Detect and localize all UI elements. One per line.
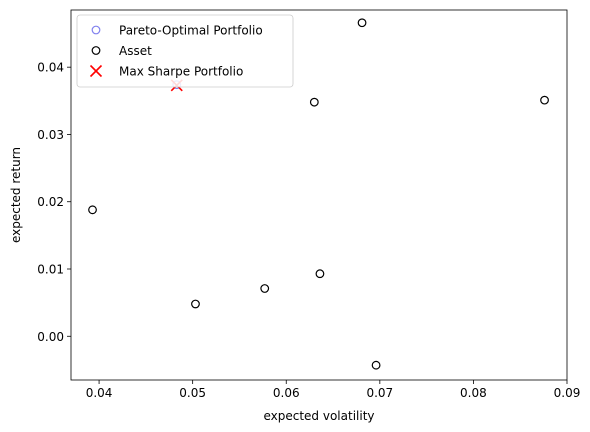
legend-marker-max-sharpe-portfolio — [89, 64, 103, 78]
asset-point — [357, 18, 367, 28]
y-tick-label: 0.04 — [37, 61, 64, 75]
x-tick-label: 0.04 — [86, 386, 113, 400]
asset-point — [88, 205, 97, 215]
legend-label-pareto-optimal-portfolio: Pareto-Optimal Portfolio — [119, 24, 263, 38]
plot-area — [70, 9, 568, 381]
legend-marker-asset — [91, 46, 101, 55]
x-tick-label: 0.08 — [460, 386, 487, 400]
y-axis-label: expected return — [9, 147, 23, 243]
x-tick-label: 0.09 — [554, 386, 581, 400]
axes: 0.04 0.05 0.06 0.07 0.08 0.09 0.00 0.01 0.02 0.03… — [37, 61, 580, 400]
x-tick-label: 0.05 — [179, 386, 206, 400]
legend-label-max-sharpe-portfolio: Max Sharpe Portfolio — [119, 65, 243, 79]
y-tick-label: 0.01 — [37, 263, 64, 277]
legend-marker-pareto-optimal-portfolio — [91, 25, 101, 35]
legend: Pareto-Optimal Portfolio Asset Max Sharpe … — [76, 14, 294, 88]
x-stroke — [89, 64, 103, 78]
y-tick-label: 0.03 — [37, 128, 64, 142]
asset-point — [309, 97, 319, 107]
x-tick-label: 0.07 — [366, 386, 393, 400]
asset-point — [191, 299, 200, 309]
asset-point — [540, 95, 549, 105]
x-axis-label: expected volatility — [263, 409, 374, 423]
legend-label-asset: Asset — [119, 44, 152, 58]
y-tick-label: 0.02 — [37, 195, 64, 209]
x-tick-label: 0.06 — [273, 386, 300, 400]
asset-point — [260, 284, 270, 293]
y-tick-label: 0.00 — [37, 330, 64, 344]
asset-point — [315, 269, 325, 279]
asset-point — [371, 360, 381, 370]
legend-box — [76, 14, 294, 88]
